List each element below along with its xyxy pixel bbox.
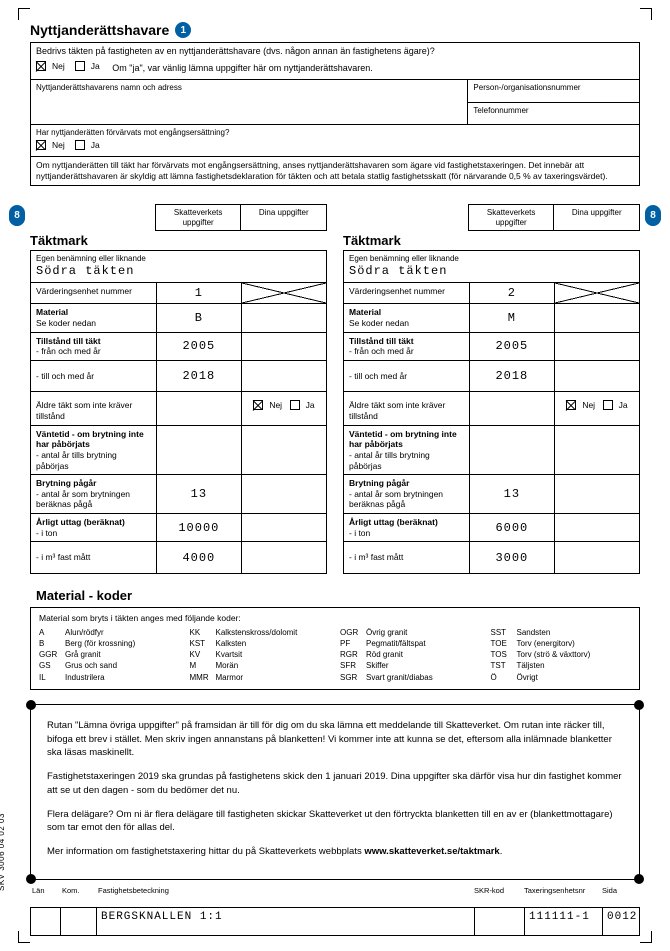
takt1-years-user[interactable] xyxy=(555,475,640,514)
footer-page: 0012 xyxy=(607,911,635,923)
takt-right: Skatteverkets uppgifter Dina uppgifter T… xyxy=(343,204,640,574)
takt1-years: 13 xyxy=(470,475,555,514)
info-p1: Rutan "Lämna övriga uppgifter" på framsi… xyxy=(47,719,623,760)
badge-1: 1 xyxy=(175,22,191,38)
info-p3: Flera delägare? Om ni är flera delägare … xyxy=(47,808,623,836)
takt1-m3: 3000 xyxy=(470,542,555,574)
takt-left: Skatteverkets uppgifter Dina uppgifter T… xyxy=(30,204,327,574)
takt0-m3: 4000 xyxy=(157,542,242,574)
takt0-from: 2005 xyxy=(157,333,242,361)
takt1-tons-user[interactable] xyxy=(555,514,640,542)
takt1-wait-user[interactable] xyxy=(555,426,640,476)
q1-text: Bedrivs täkten på fastigheten av en nytt… xyxy=(36,46,634,56)
takt0-to-user[interactable] xyxy=(242,361,327,393)
takt0-unit: 1 xyxy=(157,283,242,304)
takt0-old[interactable]: Nej Ja xyxy=(242,392,327,425)
takt1-name: Södra täkten xyxy=(349,264,634,279)
takt1-from: 2005 xyxy=(470,333,555,361)
takt0-unit-user[interactable] xyxy=(242,283,327,304)
takt0-name: Södra täkten xyxy=(36,264,321,279)
q2-ja-checkbox[interactable] xyxy=(75,140,85,150)
q1-ja-checkbox[interactable] xyxy=(75,61,85,71)
materials-title: Material - koder xyxy=(36,588,640,603)
q1-hint: Om "ja", var vänlig lämna uppgifter här … xyxy=(112,63,373,73)
takt-title-l: Täktmark xyxy=(30,233,327,248)
takt0-years: 13 xyxy=(157,475,242,514)
takt0-material-user[interactable] xyxy=(242,304,327,332)
q2-nej-checkbox[interactable] xyxy=(36,140,46,150)
materials-box: Material som bryts i täkten anges med fö… xyxy=(30,607,640,690)
takt0-from-user[interactable] xyxy=(242,333,327,361)
takt0-m3-user[interactable] xyxy=(242,542,327,574)
section1-box: Bedrivs täkten på fastigheten av en nytt… xyxy=(30,42,640,186)
takt1-to-user[interactable] xyxy=(555,361,640,393)
form-id: SKV 3006 04 02 03 xyxy=(0,813,6,891)
footer-fastighet: BERGSKNALLEN 1:1 xyxy=(101,911,470,923)
tel-label: Telefonnummer xyxy=(473,106,634,115)
takt1-old[interactable]: Nej Ja xyxy=(555,392,640,425)
info-box: Rutan "Lämna övriga uppgifter" på framsi… xyxy=(30,704,640,880)
takt0-tons-user[interactable] xyxy=(242,514,327,542)
takt1-old-ja[interactable] xyxy=(603,400,613,410)
takt0-tons: 10000 xyxy=(157,514,242,542)
takt0-old-ja[interactable] xyxy=(290,400,300,410)
badge-8l: 8 xyxy=(9,207,25,223)
q1-nej-checkbox[interactable] xyxy=(36,61,46,71)
footer-row: BERGSKNALLEN 1:1 111111-1 0012 xyxy=(30,907,640,936)
takt1-m3-user[interactable] xyxy=(555,542,640,574)
takt1-from-user[interactable] xyxy=(555,333,640,361)
takt1-material: M xyxy=(470,304,555,332)
takt0-years-user[interactable] xyxy=(242,475,327,514)
info-p4: Mer information om fastighetstaxering hi… xyxy=(47,845,623,859)
section1-note: Om nyttjanderätten till täkt har förvärv… xyxy=(36,160,608,181)
takt0-wait-user[interactable] xyxy=(242,426,327,476)
takt1-tons: 6000 xyxy=(470,514,555,542)
hdr-dina: Dina uppgifter xyxy=(241,204,327,231)
takt1-unit: 2 xyxy=(470,283,555,304)
section1-title: Nyttjanderättshavare 1 xyxy=(30,22,640,38)
name-label: Nyttjanderättshavarens namn och adress xyxy=(36,83,462,92)
info-p2: Fastighetstaxeringen 2019 ska grundas på… xyxy=(47,770,623,798)
takt1-unit-user[interactable] xyxy=(555,283,640,304)
takt0-to: 2018 xyxy=(157,361,242,393)
takt0-old-nej[interactable] xyxy=(253,400,263,410)
q2-text: Har nyttjanderätten förvärvats mot engån… xyxy=(36,128,634,137)
takt1-to: 2018 xyxy=(470,361,555,393)
footer-taxnr: 111111-1 xyxy=(529,911,598,923)
takt1-old-nej[interactable] xyxy=(566,400,576,410)
orgnr-label: Person-/organisationsnummer xyxy=(473,83,634,92)
takt0-material: B xyxy=(157,304,242,332)
hdr-skv: Skatteverkets uppgifter xyxy=(155,204,242,231)
badge-8r: 8 xyxy=(645,207,661,223)
takt1-material-user[interactable] xyxy=(555,304,640,332)
